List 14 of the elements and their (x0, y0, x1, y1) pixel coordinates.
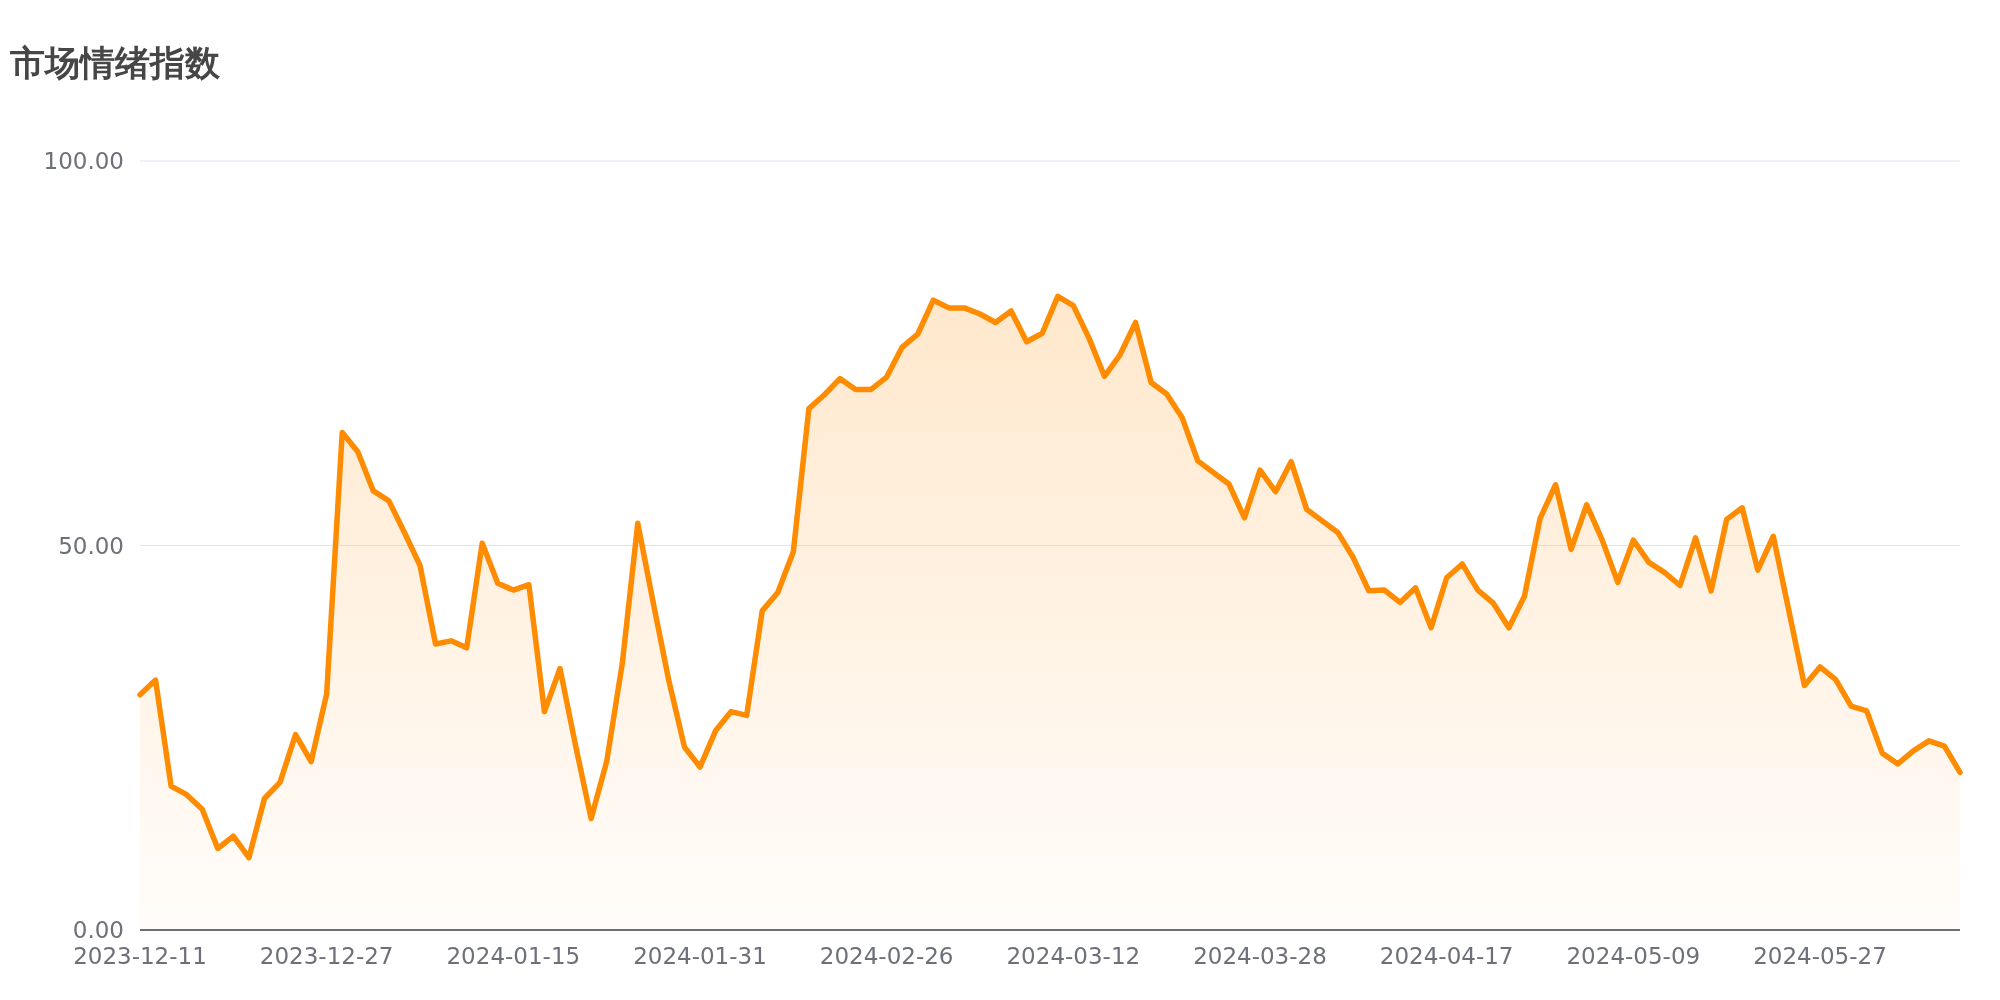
x-tick-label: 2024-04-17 (1379, 943, 1514, 969)
x-tick-label: 2024-01-15 (446, 943, 581, 969)
y-tick-label: 100.00 (43, 148, 124, 174)
y-tick-label: 50.00 (58, 532, 124, 559)
x-tick-label: 2024-03-28 (1193, 943, 1327, 969)
chart-title: 市场情绪指数 (9, 43, 221, 83)
x-tick-label: 2024-01-31 (633, 943, 767, 969)
x-tick-label: 2024-02-26 (819, 943, 954, 969)
y-tick-label: 0.00 (72, 917, 124, 943)
x-tick-label: 2023-12-11 (73, 943, 207, 969)
x-tick-label: 2023-12-27 (259, 943, 394, 969)
x-tick-label: 2024-05-27 (1753, 943, 1887, 969)
x-tick-label: 2024-05-09 (1566, 943, 1701, 969)
x-tick-label: 2024-03-12 (1006, 943, 1141, 969)
